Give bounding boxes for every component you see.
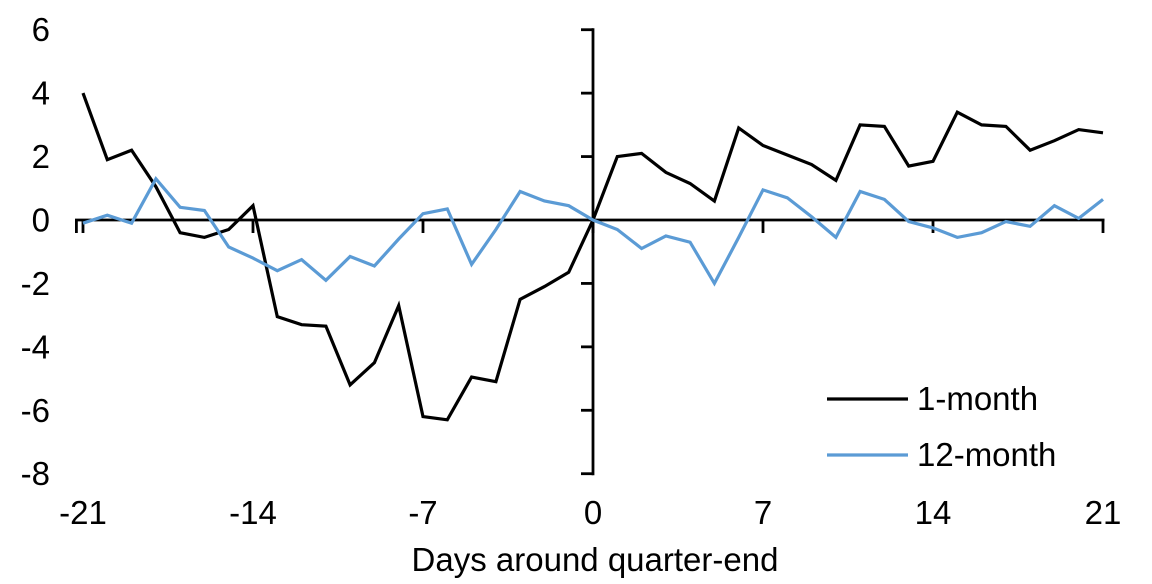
y-tick-label-0: 0 — [32, 202, 50, 239]
series-line-12-month — [82, 175, 1104, 287]
axes-group — [75, 28, 1105, 476]
y-tick-label--8: -8 — [21, 455, 50, 492]
y-tick-label--2: -2 — [21, 265, 50, 302]
y-tick-label-6: 6 — [32, 11, 50, 48]
legend-label-12-month: 12-month — [917, 436, 1056, 473]
y-tick-label--6: -6 — [21, 392, 50, 429]
x-tick-label-14: 14 — [915, 494, 952, 531]
x-axis-title: Days around quarter-end — [412, 541, 779, 578]
y-tick-label-4: 4 — [32, 75, 50, 112]
x-tick-label-7: 7 — [754, 494, 772, 531]
x-axis-tick-labels: -21 -14 -7 0 7 14 21 — [59, 494, 1121, 531]
x-tick-label--14: -14 — [229, 494, 277, 531]
legend-label-1-month: 1-month — [917, 380, 1038, 417]
series-lines-group — [81, 92, 1104, 422]
x-tick-label-0: 0 — [584, 494, 602, 531]
y-tick-label-2: 2 — [32, 138, 50, 175]
y-axis-tick-labels: 6 4 2 0 -2 -4 -6 -8 — [21, 11, 50, 492]
legend: 1-month 12-month — [827, 380, 1056, 473]
x-tick-label--21: -21 — [59, 494, 107, 531]
x-tick-label-21: 21 — [1085, 494, 1122, 531]
x-tick-label--7: -7 — [408, 494, 437, 531]
y-tick-label--4: -4 — [21, 328, 50, 365]
